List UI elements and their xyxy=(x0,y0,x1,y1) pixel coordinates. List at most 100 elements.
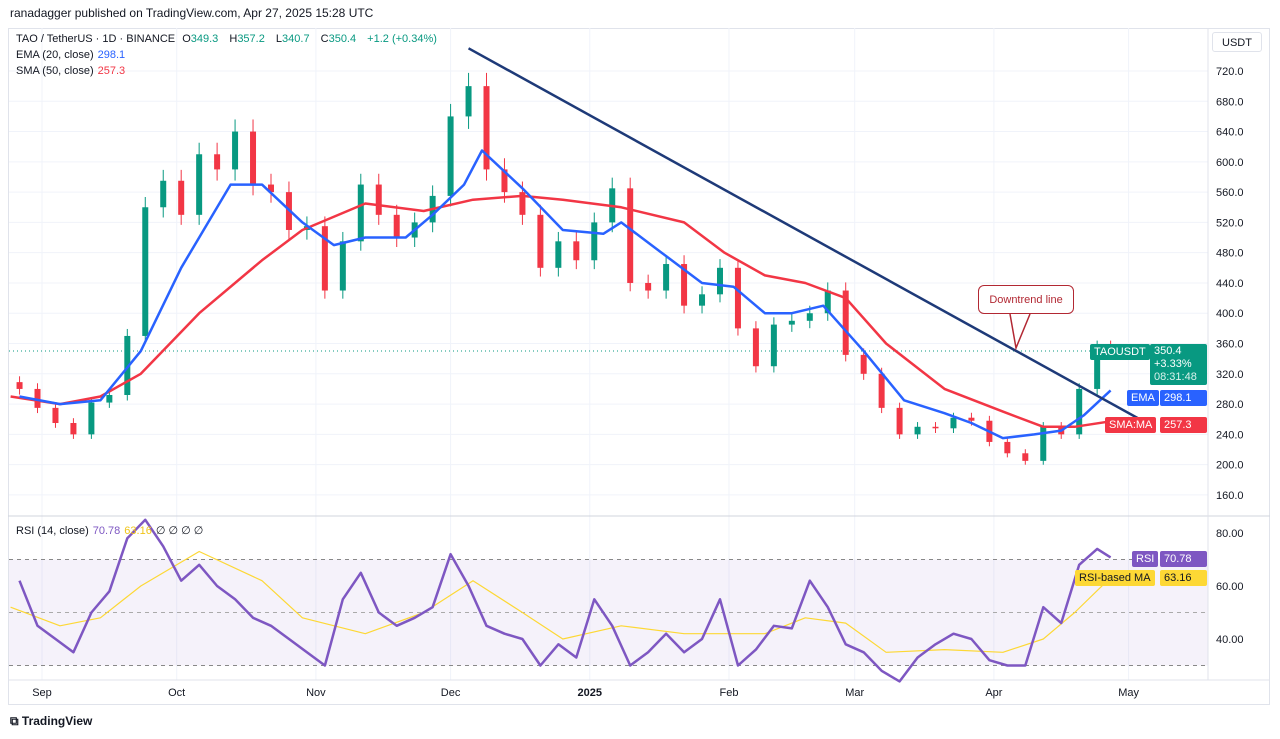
candle xyxy=(447,103,454,207)
candle xyxy=(267,173,274,203)
candle-body xyxy=(16,382,23,389)
candle-body xyxy=(555,241,562,268)
time-tick-label: May xyxy=(1118,687,1139,699)
candle xyxy=(591,212,598,270)
rsi-ma-line xyxy=(10,550,1112,653)
candle-body xyxy=(447,116,454,196)
candle xyxy=(752,321,759,373)
candle-body xyxy=(699,294,706,306)
candle xyxy=(681,255,688,314)
price-tick-label: 400.0 xyxy=(1216,308,1244,320)
indicator-lines xyxy=(10,47,1148,683)
candle xyxy=(375,173,382,225)
change-percent: +3.33% xyxy=(1154,358,1192,370)
chart-frame xyxy=(8,28,1270,705)
downtrend-annotation[interactable]: Downtrend line xyxy=(978,285,1074,314)
sma-legend[interactable]: SMA (50, close) 257.3 xyxy=(16,65,129,77)
grid xyxy=(9,28,1208,680)
candle xyxy=(321,216,328,299)
close-label: C xyxy=(320,33,329,45)
candle xyxy=(214,142,221,181)
candle-body xyxy=(950,417,957,429)
candle-body xyxy=(375,184,382,215)
candle xyxy=(645,274,652,299)
tradingview-logo[interactable]: ⧉ TradingView xyxy=(10,714,93,728)
downtrend-line[interactable] xyxy=(467,47,1148,425)
time-tick-label: Feb xyxy=(719,687,738,699)
candle-body xyxy=(250,131,257,185)
sma-value: 257.3 xyxy=(97,65,126,77)
candle-body xyxy=(752,328,759,367)
candle-body xyxy=(196,154,203,215)
candles xyxy=(16,72,1114,465)
candle xyxy=(663,255,670,299)
time-tick-label: Sep xyxy=(32,687,52,699)
candle-body xyxy=(968,417,975,421)
rsi-ma-tag-value: 63.16 xyxy=(1160,570,1207,586)
price-tick-label: 720.0 xyxy=(1216,66,1244,78)
rsi-tick-label: 40.00 xyxy=(1216,634,1244,646)
candle-body xyxy=(537,214,544,268)
candle-body xyxy=(1004,441,1011,454)
candle xyxy=(1040,422,1047,465)
candle-body xyxy=(34,388,41,408)
price-tick-label: 280.0 xyxy=(1216,399,1244,411)
ema-legend[interactable]: EMA (20, close) 298.1 xyxy=(16,49,129,61)
candle-body xyxy=(627,188,634,283)
candle-body xyxy=(788,320,795,325)
time-tick-label: Oct xyxy=(168,687,185,699)
candle-body xyxy=(681,264,688,306)
rsi-ma-value: 63.16 xyxy=(124,525,152,537)
candle-body xyxy=(357,184,364,242)
candle-body xyxy=(393,214,400,238)
ema-tag-value: 298.1 xyxy=(1160,390,1207,406)
candle-body xyxy=(267,184,274,193)
published-header: ranadagger published on TradingView.com,… xyxy=(10,6,374,20)
rsi-extra-values: ∅ ∅ ∅ ∅ xyxy=(155,525,204,537)
symbol-title[interactable]: TAO / TetherUS · 1D · BINANCE xyxy=(16,33,176,45)
price-tick-label: 160.0 xyxy=(1216,490,1244,502)
close-value: 350.4 xyxy=(328,33,357,45)
time-tick-label: Mar xyxy=(845,687,864,699)
candle xyxy=(178,169,185,225)
candle xyxy=(770,317,777,373)
price-tick-label: 680.0 xyxy=(1216,96,1244,108)
candle-body xyxy=(914,426,921,435)
annotation-pointer xyxy=(1009,313,1031,351)
candle xyxy=(88,397,95,439)
candle xyxy=(627,177,634,292)
candle xyxy=(1022,449,1029,465)
candle-body xyxy=(573,241,580,261)
candle xyxy=(1004,437,1011,458)
open-value: 349.3 xyxy=(190,33,219,45)
symbol-legend: TAO / TetherUS · 1D · BINANCE O349.3 H35… xyxy=(16,33,441,45)
candle xyxy=(142,197,149,343)
candle-body xyxy=(806,313,813,321)
candle-body xyxy=(106,394,113,403)
candle xyxy=(393,204,400,248)
currency-unit-button[interactable]: USDT xyxy=(1212,32,1262,52)
candle-body xyxy=(770,324,777,367)
candle-body xyxy=(1022,453,1029,461)
candle xyxy=(465,72,472,129)
candle xyxy=(555,231,562,277)
candle xyxy=(537,204,544,277)
price-tick-label: 520.0 xyxy=(1216,217,1244,229)
candle-body xyxy=(1094,347,1101,389)
candle-body xyxy=(645,282,652,291)
rsi-tag-value: 70.78 xyxy=(1160,551,1207,567)
candle-body xyxy=(160,180,167,208)
low-label: L xyxy=(275,33,283,45)
candle-body xyxy=(214,154,221,170)
price-tick-label: 440.0 xyxy=(1216,278,1244,290)
candle-body xyxy=(896,407,903,435)
candle xyxy=(1076,383,1083,439)
candle-body xyxy=(321,226,328,291)
rsi-legend[interactable]: RSI (14, close) 70.78 63.16 ∅ ∅ ∅ ∅ xyxy=(16,524,207,537)
ema-label: EMA (20, close) xyxy=(16,49,94,61)
candle-body xyxy=(465,86,472,117)
bar-countdown: 08:31:48 xyxy=(1154,371,1197,383)
price-tick-label: 200.0 xyxy=(1216,460,1244,472)
rsi-tag-label: RSI xyxy=(1132,551,1159,567)
